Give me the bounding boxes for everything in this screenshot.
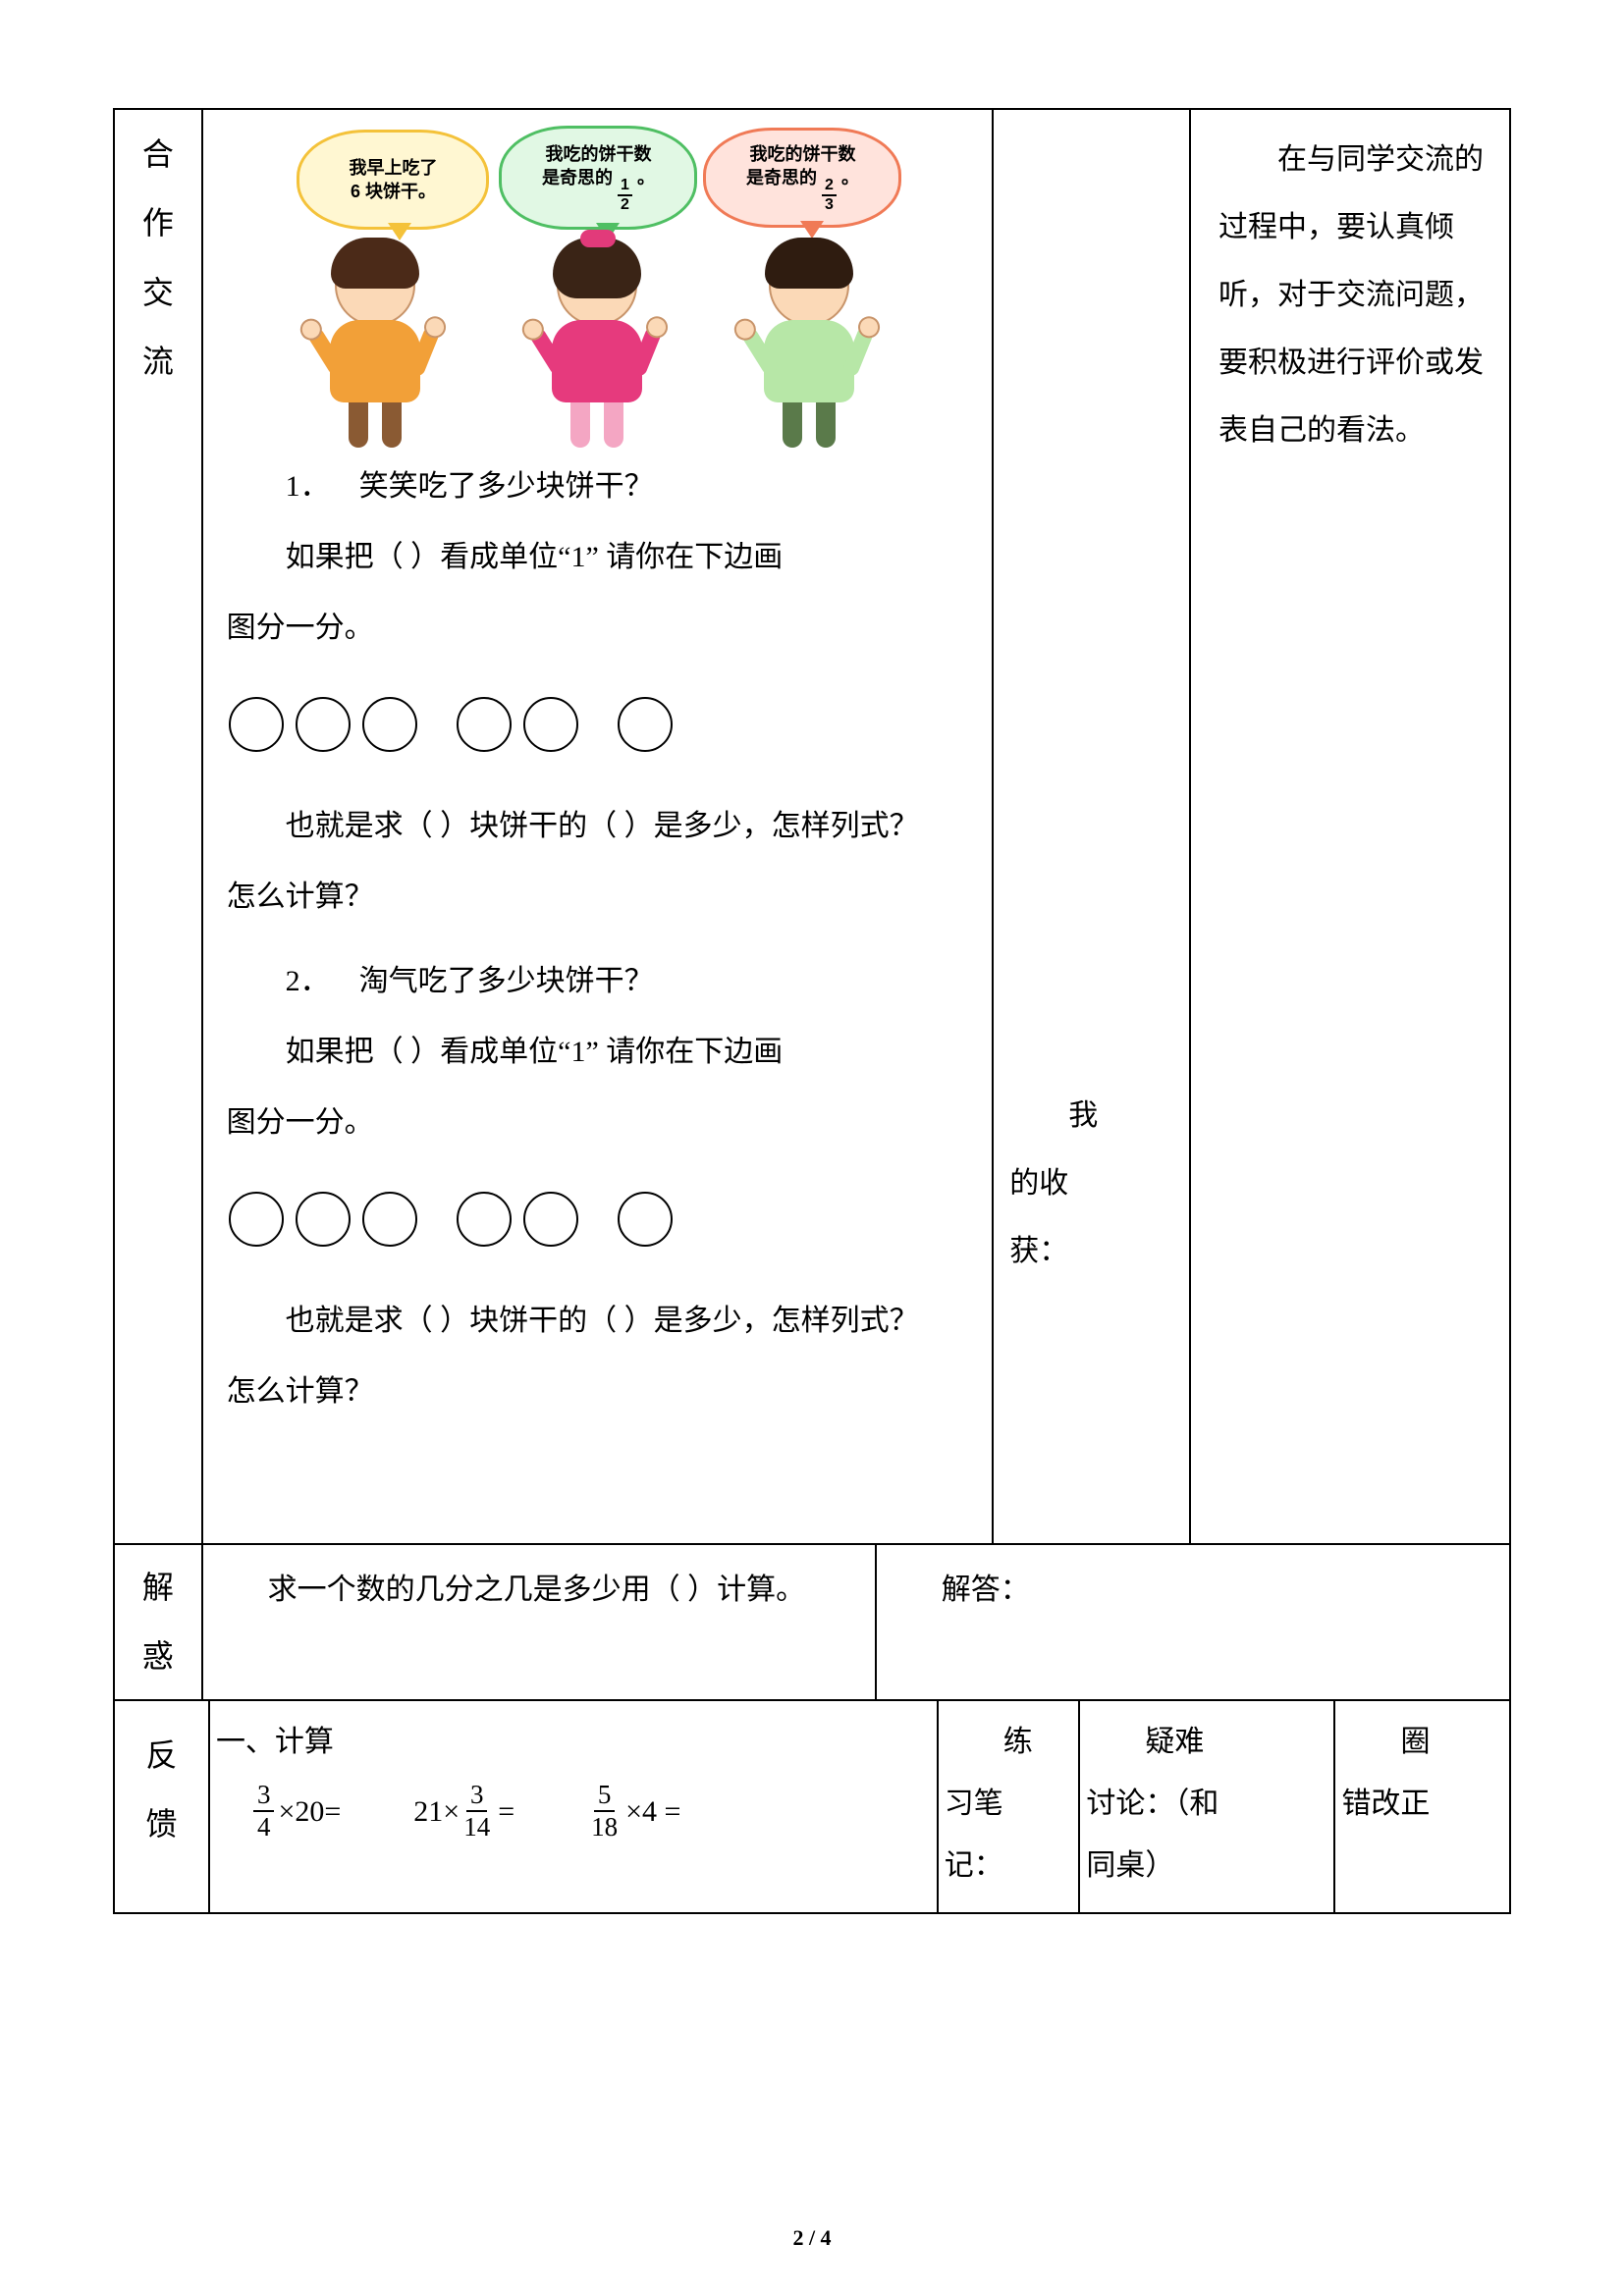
circle-icon [457, 1192, 512, 1247]
circle-icon [523, 697, 578, 752]
speech-bubble-2: 我吃的饼干数 是奇思的 1 2 。 [499, 126, 697, 230]
row3-correct: 圈 错改正 [1334, 1700, 1510, 1913]
circle-icon [457, 697, 512, 752]
row-cooperate: 合 作 交 流 我早上吃了 6 块饼干。 我吃的饼干数 是奇思的 1 [114, 109, 1510, 1544]
row1-harvest: 我 的收 获： [993, 109, 1190, 1544]
calc-1: 34 ×20= [253, 1781, 345, 1842]
q1-ask1: 也就是求（ ）块饼干的（ ）是多少，怎样列式？ [227, 791, 969, 862]
row3-discuss: 疑难 讨论：（和 同桌） [1079, 1700, 1334, 1913]
bubble3-line2: 是奇思的 2 3 。 [746, 166, 859, 213]
q2-if2: 图分一分。 [227, 1088, 969, 1158]
circle-row-2 [229, 1192, 969, 1247]
circle-icon [296, 1192, 351, 1247]
cartoon-scene: 我早上吃了 6 块饼干。 我吃的饼干数 是奇思的 1 2 。 [293, 124, 901, 448]
row3-body: 一、计算 34 ×20= 21× 314 = 518 ×4 = [209, 1700, 938, 1913]
q1-if2: 图分一分。 [227, 593, 969, 664]
q2-line: 2． 淘气吃了多少块饼干？ [227, 946, 969, 1017]
harvest-l1: 我 [1009, 1082, 1173, 1149]
calc-2: 21× 314 = [413, 1781, 518, 1842]
calc-line: 34 ×20= 21× 314 = 518 ×4 = [216, 1781, 931, 1842]
harvest-l3: 获： [1009, 1217, 1173, 1285]
row2-label: 解 惑 [114, 1544, 202, 1700]
bubble2-line2: 是奇思的 1 2 。 [542, 166, 655, 213]
bubble2-line1: 我吃的饼干数 [545, 142, 651, 166]
row1-body-text: 1． 笑笑吃了多少块饼干？ 如果把（ ）看成单位“1” 请你在下边画 图分一分。… [227, 452, 969, 1427]
row3-label: 反 馈 [114, 1700, 209, 1913]
row1-note: 在与同学交流的过程中，要认真倾听，对于交流问题，要积极进行评价或发表自己的看法。 [1190, 109, 1510, 1544]
bubble1-line2: 6 块饼干。 [351, 180, 436, 203]
row1-label-c1: 合 [121, 120, 195, 188]
row1-label: 合 作 交 流 [114, 109, 202, 1544]
calc-3: 518 ×4 = [587, 1781, 684, 1842]
circle-icon [229, 697, 284, 752]
frac-2-3-icon: 2 3 [822, 178, 837, 213]
row3-notes: 练 习笔 记： [938, 1700, 1080, 1913]
harvest-l2: 的收 [1009, 1149, 1173, 1217]
frac-1-2-icon: 1 2 [618, 178, 632, 213]
worksheet-table: 合 作 交 流 我早上吃了 6 块饼干。 我吃的饼干数 是奇思的 1 [113, 108, 1511, 1701]
row2-answer: 解答： [876, 1544, 1510, 1700]
row-clarify: 解 惑 求一个数的几分之几是多少用（ ）计算。 解答： [114, 1544, 1510, 1700]
speech-bubble-1: 我早上吃了 6 块饼干。 [297, 130, 489, 230]
speech-bubble-3: 我吃的饼干数 是奇思的 2 3 。 [703, 128, 901, 228]
q2-if: 如果把（ ）看成单位“1” 请你在下边画 [227, 1017, 969, 1088]
row-feedback: 反 馈 一、计算 34 ×20= 21× 314 = 518 ×4 = [114, 1700, 1510, 1913]
q2-ask1: 也就是求（ ）块饼干的（ ）是多少，怎样列式？ [227, 1286, 969, 1357]
bubble1-line1: 我早上吃了 [349, 156, 437, 180]
row1-body: 我早上吃了 6 块饼干。 我吃的饼干数 是奇思的 1 2 。 [202, 109, 994, 1544]
circle-icon [362, 1192, 417, 1247]
note-text: 在与同学交流的过程中，要认真倾听，对于交流问题，要积极进行评价或发表自己的看法。 [1197, 120, 1503, 470]
row2-body: 求一个数的几分之几是多少用（ ）计算。 [202, 1544, 876, 1700]
row1-label-c2: 作 [121, 188, 195, 257]
calc-heading: 一、计算 [216, 1711, 931, 1773]
bubble3-line1: 我吃的饼干数 [749, 142, 855, 166]
circle-row-1 [229, 697, 969, 752]
q1-line: 1． 笑笑吃了多少块饼干？ [227, 452, 969, 522]
child-2-icon [528, 245, 666, 448]
circle-icon [296, 697, 351, 752]
circle-icon [362, 697, 417, 752]
page-number: 2 / 4 [0, 2225, 1624, 2251]
q2-ask2: 怎么计算？ [227, 1357, 969, 1427]
circle-icon [523, 1192, 578, 1247]
row1-label-c3: 交 [121, 258, 195, 327]
q1-if: 如果把（ ）看成单位“1” 请你在下边画 [227, 522, 969, 593]
child-3-icon [740, 245, 878, 448]
row-feedback-table: 反 馈 一、计算 34 ×20= 21× 314 = 518 ×4 = [113, 1699, 1511, 1914]
child-1-icon [306, 245, 444, 448]
circle-icon [229, 1192, 284, 1247]
circle-icon [618, 1192, 673, 1247]
q1-ask2: 怎么计算？ [227, 862, 969, 933]
row1-label-c4: 流 [121, 327, 195, 396]
circle-icon [618, 697, 673, 752]
